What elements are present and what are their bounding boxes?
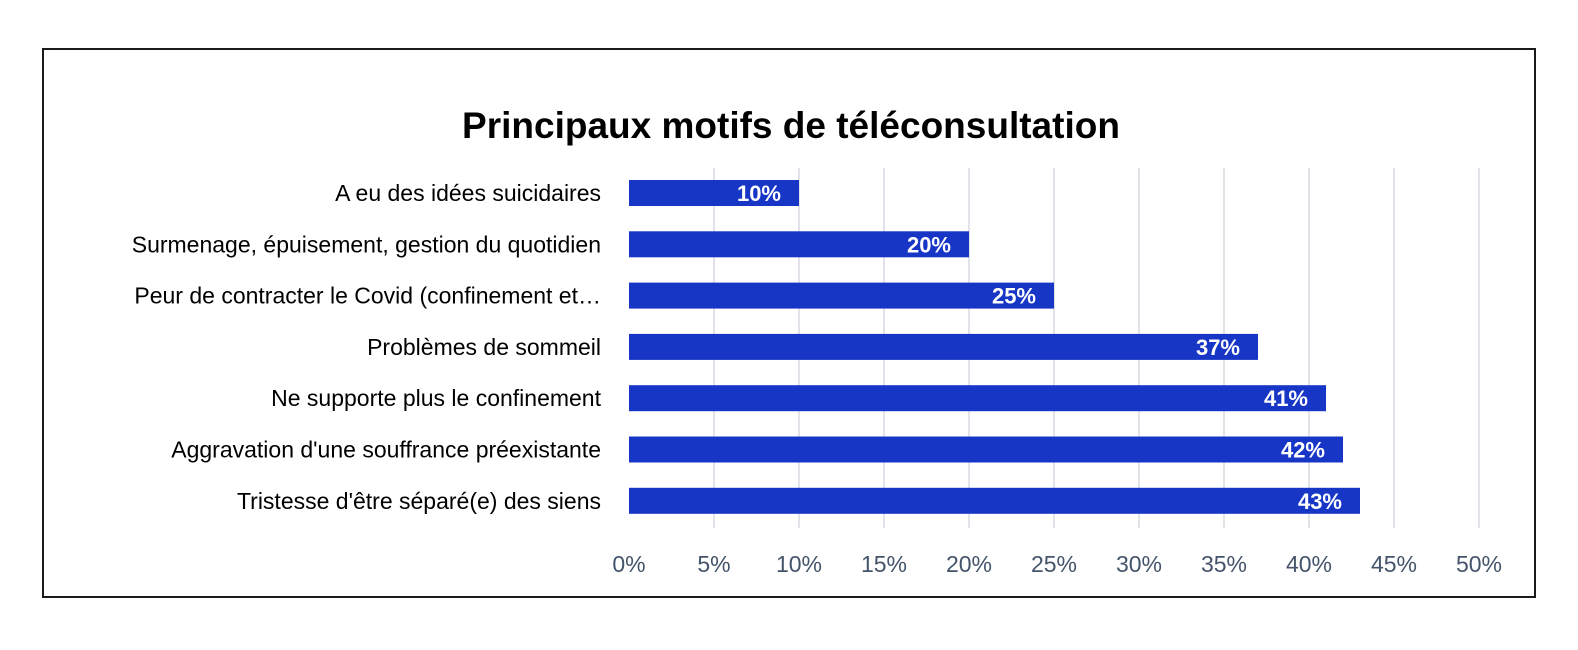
category-label: Aggravation d'une souffrance préexistant…	[171, 437, 601, 463]
x-tick-label: 50%	[1456, 551, 1502, 577]
category-label: Tristesse d'être séparé(e) des siens	[237, 488, 601, 514]
chart-title: Principaux motifs de téléconsultation	[462, 105, 1120, 146]
data-label: 25%	[992, 284, 1036, 309]
bar	[629, 282, 1054, 309]
data-label: 37%	[1196, 335, 1240, 360]
x-tick-label: 30%	[1116, 551, 1162, 577]
bar	[629, 436, 1343, 463]
bars: 10% 20% 25% 37% 41% 42% 43%	[629, 180, 1360, 514]
x-tick-label: 5%	[697, 551, 730, 577]
bar	[629, 333, 1258, 360]
bar	[629, 231, 969, 258]
x-tick-label: 40%	[1286, 551, 1332, 577]
bar	[629, 180, 799, 206]
x-tick-label: 45%	[1371, 551, 1417, 577]
bar-chart: Principaux motifs de téléconsultation 10…	[132, 105, 1502, 577]
category-label: A eu des idées suicidaires	[335, 180, 601, 206]
chart-frame: Principaux motifs de téléconsultation 10…	[42, 48, 1536, 598]
x-tick-label: 10%	[776, 551, 822, 577]
x-axis-tick-labels: 0% 5% 10% 15% 20% 25% 30% 35% 40% 45% 50%	[612, 551, 1502, 577]
category-label: Surmenage, épuisement, gestion du quotid…	[132, 231, 601, 257]
category-label: Peur de contracter le Covid (confinement…	[134, 283, 601, 309]
x-tick-label: 20%	[946, 551, 992, 577]
data-label: 42%	[1281, 438, 1325, 463]
x-tick-label: 35%	[1201, 551, 1247, 577]
bar	[629, 487, 1360, 514]
category-label: Problèmes de sommeil	[367, 334, 601, 360]
data-label: 20%	[907, 232, 951, 257]
category-label: Ne supporte plus le confinement	[271, 385, 601, 411]
data-label: 10%	[737, 181, 781, 206]
category-labels: A eu des idées suicidaires Surmenage, épu…	[132, 180, 602, 514]
x-tick-label: 0%	[612, 551, 645, 577]
x-tick-label: 15%	[861, 551, 907, 577]
x-tick-label: 25%	[1031, 551, 1077, 577]
data-label: 43%	[1298, 489, 1342, 514]
bar	[629, 385, 1326, 412]
data-label: 41%	[1264, 386, 1308, 411]
